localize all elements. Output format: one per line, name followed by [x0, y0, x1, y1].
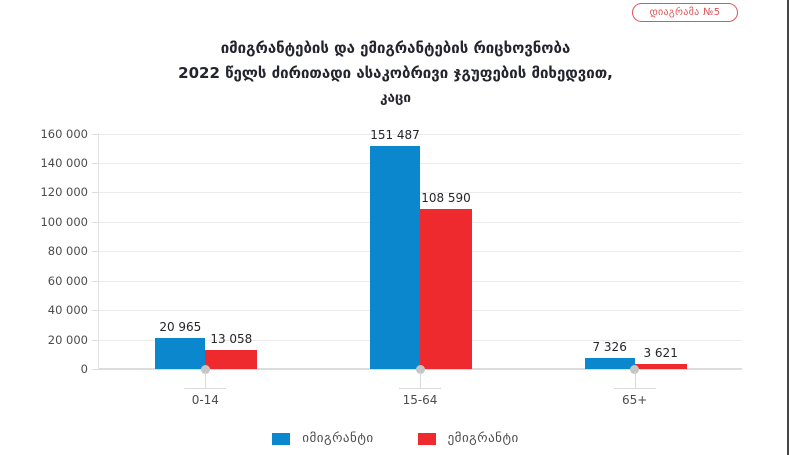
right-edge-divider	[787, 0, 789, 455]
gridline	[98, 162, 742, 164]
legend-item-immigrant: იმიგრანტი	[272, 431, 373, 446]
gridline	[98, 133, 742, 135]
x-axis-tick-line	[420, 372, 421, 388]
y-axis-tick-label: 80 000	[47, 244, 88, 259]
x-axis-tick-bar	[184, 388, 227, 389]
x-axis-tick-bar	[613, 388, 656, 389]
bar-immigrant-0-14	[155, 338, 206, 369]
y-axis-tick-label: 0	[80, 362, 88, 376]
bar-emigrant-15-64	[420, 209, 472, 369]
legend-item-emigrant: ემიგრანტი	[417, 431, 519, 446]
chart-title-line3: კაცი	[380, 90, 411, 106]
x-axis-tick-line	[205, 372, 207, 388]
bar-value-label: 151 487	[370, 128, 420, 143]
y-axis-tick	[92, 162, 98, 164]
chart-title: იმიგრანტების და ემიგრანტების რიცხოვნობა …	[0, 36, 791, 110]
bar-immigrant-15-64	[370, 146, 420, 369]
bar-value-label: 3 621	[643, 345, 678, 360]
x-axis-tick-bar	[399, 388, 441, 389]
y-axis-tick-label: 60 000	[47, 273, 88, 288]
chart-title-line1: იმიგრანტების და ემიგრანტების რიცხოვნობა	[220, 39, 571, 57]
y-axis-tick	[92, 369, 98, 370]
x-axis-category-label: 0-14	[191, 393, 219, 407]
diagram-number-badge: დიაგრამა №5	[632, 3, 738, 22]
legend-swatch-emigrant	[417, 432, 436, 445]
bar-value-label: 108 590	[421, 191, 471, 206]
y-axis-line	[98, 133, 99, 370]
y-axis-tick-label: 20 000	[47, 332, 88, 347]
y-axis-tick	[92, 251, 98, 253]
chart-title-line2: 2022 წელს ძირითადი ასაკობრივი ჯგუფების მ…	[178, 64, 613, 82]
category-axis-dot	[200, 365, 210, 374]
bar-emigrant-0-14	[205, 349, 258, 369]
bar-immigrant-65+	[584, 358, 635, 369]
bar-value-label: 7 326	[592, 340, 627, 355]
y-axis-tick-label: 160 000	[40, 126, 88, 141]
bar-value-label: 13 058	[210, 331, 253, 346]
y-axis-tick-label: 40 000	[47, 303, 88, 318]
y-axis-tick	[92, 339, 98, 341]
gridline	[98, 192, 742, 194]
legend-swatch-immigrant	[272, 432, 291, 445]
diagram-number-label: დიაგრამა №5	[649, 7, 721, 18]
chart-legend: იმიგრანტი ემიგრანტი	[0, 431, 791, 446]
category-axis-dot	[415, 365, 425, 374]
y-axis-tick-label: 120 000	[40, 185, 88, 200]
legend-label-immigrant: იმიგრანტი	[302, 431, 374, 446]
y-axis-tick-label: 140 000	[40, 155, 88, 170]
x-axis-category-label: 65+	[621, 393, 648, 407]
y-axis-tick	[92, 280, 98, 282]
legend-label-emigrant: ემიგრანტი	[447, 431, 519, 446]
y-axis-tick	[92, 192, 98, 194]
y-axis-tick	[92, 310, 98, 312]
y-axis-tick	[92, 221, 98, 223]
bar-value-label: 20 965	[159, 320, 202, 335]
x-axis-category-label: 15-64	[402, 393, 438, 407]
y-axis-tick-label: 100 000	[40, 214, 88, 229]
y-axis-tick	[92, 133, 98, 135]
bar-emigrant-65+	[634, 363, 687, 369]
category-axis-dot	[630, 365, 640, 374]
x-axis-tick-line	[634, 372, 636, 388]
